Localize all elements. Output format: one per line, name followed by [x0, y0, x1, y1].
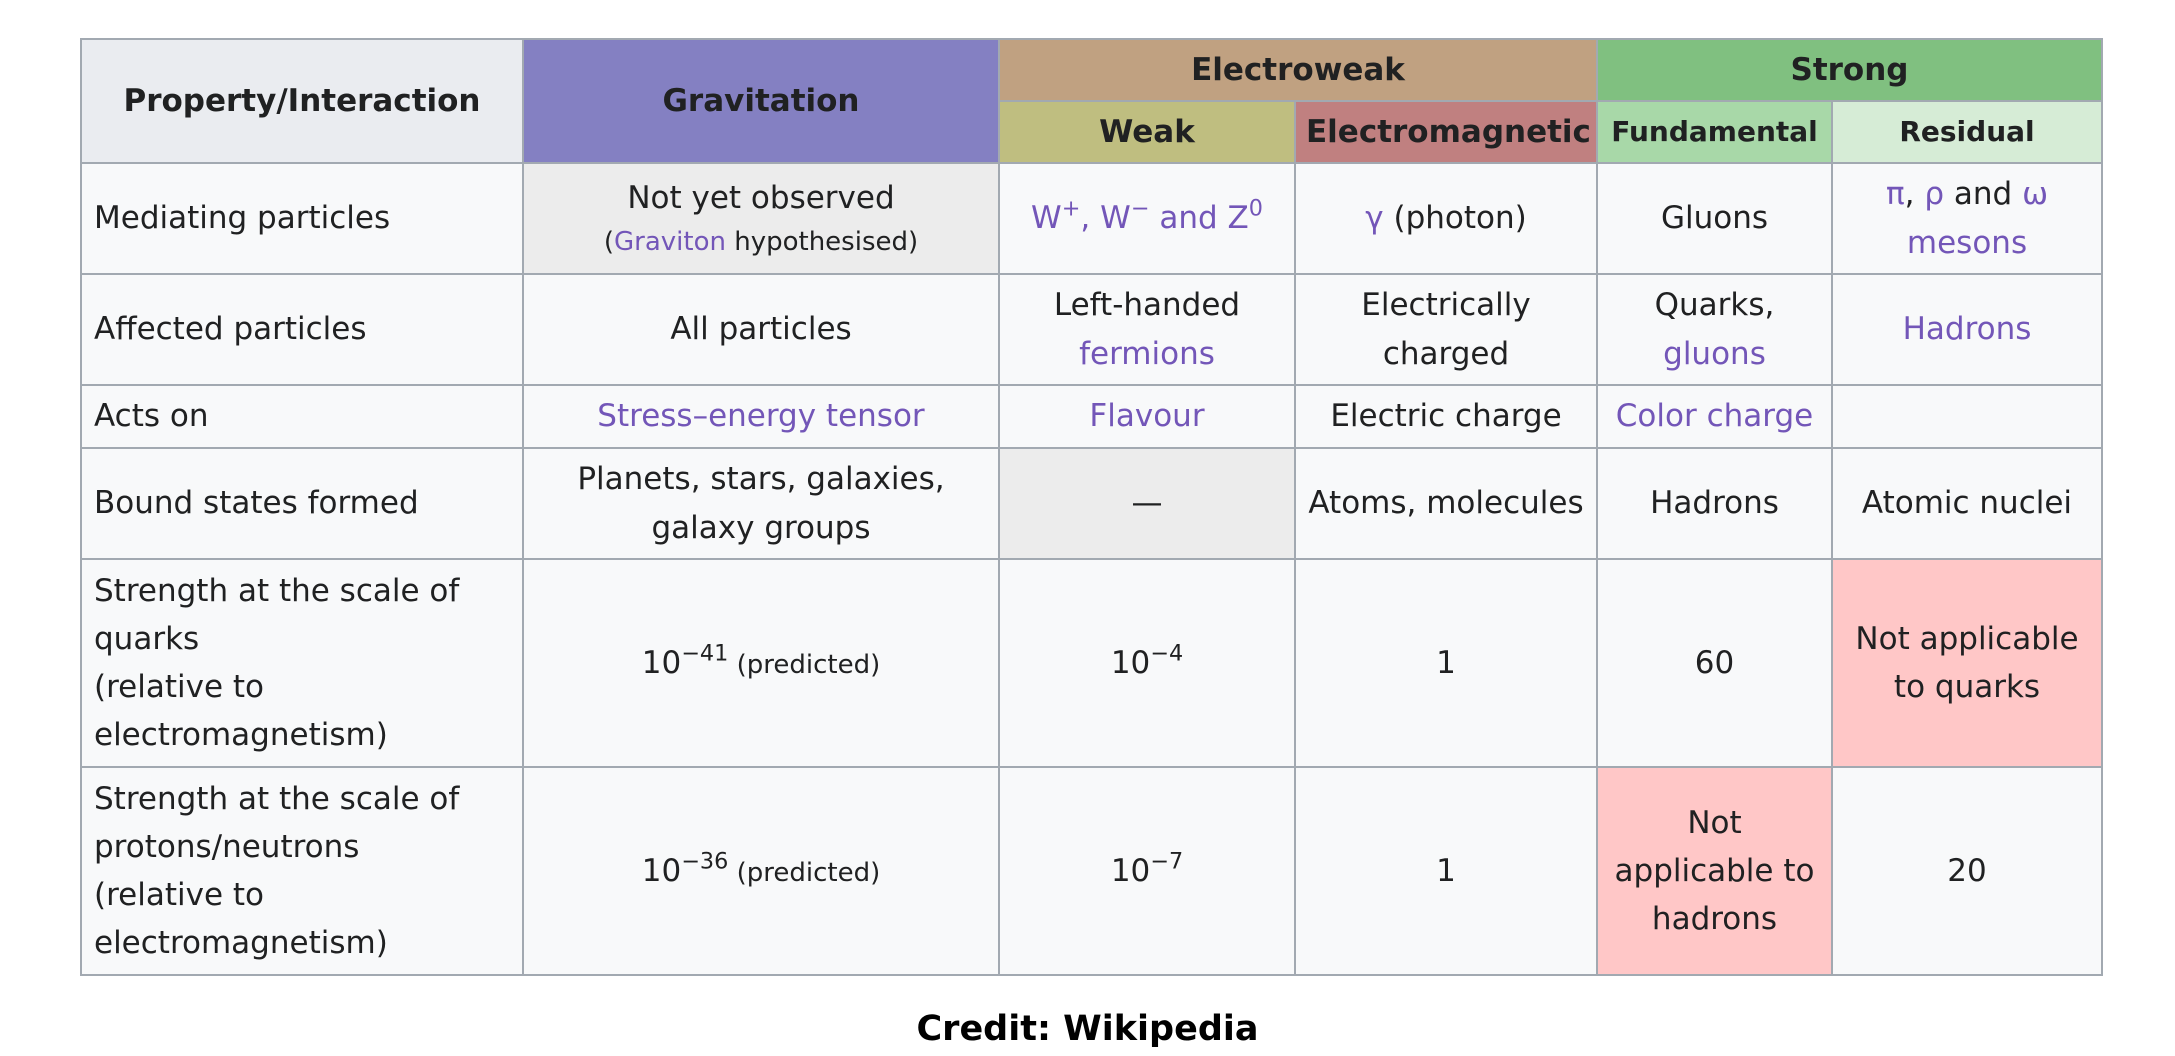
cell-fundamental: Quarks, gluons	[1596, 273, 1833, 386]
cell-weak: 10−7	[998, 766, 1296, 976]
row-affected-particles: Affected particles All particles Left-ha…	[80, 273, 2103, 386]
row-label: Strength at the scale of quarks (relativ…	[80, 558, 524, 768]
cell-fundamental: Not applicable to hadrons	[1596, 766, 1833, 976]
pion-link[interactable]: π	[1885, 176, 1905, 213]
separator: ,	[1904, 176, 1925, 213]
cell-residual: π, ρ and ω mesons	[1831, 162, 2103, 275]
paren-open: (	[603, 227, 614, 258]
w-symbol: W	[1100, 200, 1131, 237]
cell-fundamental: Color charge	[1596, 384, 1833, 449]
cell-weak: Flavour	[998, 384, 1296, 449]
mesons-link[interactable]: mesons	[1906, 224, 2028, 261]
header-property: Property/Interaction	[80, 38, 524, 164]
cell-fundamental: 60	[1596, 558, 1833, 768]
header-strong: Strong	[1596, 38, 2103, 102]
cell-note: (Graviton hypothesised)	[534, 222, 988, 262]
flavour-link[interactable]: Flavour	[1089, 398, 1205, 435]
cell-weak: —	[998, 447, 1296, 560]
header-row-2: Weak Electromagnetic Fundamental Residua…	[81, 100, 2103, 164]
cell-main-text: Not yet observed	[627, 180, 895, 217]
and-text: and	[1944, 176, 2023, 213]
cell-residual	[1831, 384, 2103, 449]
value-exponent: −41	[681, 640, 729, 667]
cell-weak: W+, W− and Z0	[998, 162, 1296, 275]
cell-residual: Not applicable to quarks	[1831, 558, 2103, 768]
row-acts-on: Acts on Stress–energy tensor Flavour Ele…	[80, 384, 2103, 449]
header-gravitation: Gravitation	[522, 38, 1000, 164]
row-label-main: Strength at the scale of protons/neutron…	[94, 780, 460, 865]
cell-weak: 10−4	[998, 558, 1296, 768]
header-weak: Weak	[998, 100, 1296, 164]
w-plus-link[interactable]: W+, W− and Z0	[1031, 198, 1263, 237]
header-electroweak: Electroweak	[998, 38, 1598, 102]
credit-caption: Credit: Wikipedia	[916, 1009, 1259, 1049]
value-exponent: −4	[1150, 640, 1184, 667]
row-strength-quarks: Strength at the scale of quarks (relativ…	[80, 558, 2103, 768]
cell-weak: Left-handed fermions	[998, 273, 1296, 386]
separator: ,	[1080, 200, 1101, 237]
cell-electromagnetic: γ (photon)	[1294, 162, 1598, 275]
z-symbol: Z	[1227, 200, 1249, 237]
cell-electromagnetic: Atoms, molecules	[1294, 447, 1598, 560]
fermions-link[interactable]: fermions	[1079, 335, 1215, 372]
row-label-note: (relative to electromagnetism)	[94, 669, 388, 754]
cell-electromagnetic: Electric charge	[1294, 384, 1598, 449]
cell-gravitation: Stress–energy tensor	[522, 384, 1000, 449]
cell-text: Left-handed	[1053, 287, 1241, 324]
value-base: 10	[641, 852, 682, 889]
cell-gravitation: Planets, stars, galaxies, galaxy groups	[522, 447, 1000, 560]
cell-gravitation: 10−41 (predicted)	[522, 558, 1000, 768]
value-base: 10	[1110, 644, 1151, 681]
cell-text: Quarks,	[1654, 287, 1775, 324]
row-strength-nucleons: Strength at the scale of protons/neutron…	[80, 766, 2103, 976]
graviton-link[interactable]: Graviton	[614, 227, 726, 258]
and-text: and	[1149, 200, 1228, 237]
interactions-table-container: Property/Interaction Gravitation Electro…	[80, 38, 2103, 976]
row-mediating-particles: Mediating particles Not yet observed (Gr…	[80, 162, 2103, 275]
cell-residual: Hadrons	[1831, 273, 2103, 386]
color-charge-link[interactable]: Color charge	[1615, 398, 1814, 435]
row-label: Mediating particles	[80, 162, 524, 275]
zero-superscript: 0	[1248, 196, 1263, 223]
value-exponent: −7	[1150, 848, 1184, 875]
row-label-main: Strength at the scale of quarks	[94, 572, 460, 657]
fundamental-interactions-table: Property/Interaction Gravitation Electro…	[80, 38, 2103, 976]
value-exponent: −36	[681, 848, 729, 875]
cell-electromagnetic: Electrically charged	[1294, 273, 1598, 386]
plus-superscript: +	[1061, 196, 1081, 223]
row-bound-states: Bound states formed Planets, stars, gala…	[80, 447, 2103, 560]
value-base: 10	[641, 644, 682, 681]
gluons-link[interactable]: gluons	[1663, 335, 1766, 372]
header-electromagnetic: Electromagnetic	[1294, 100, 1598, 164]
value-base: 10	[1110, 852, 1151, 889]
cell-gravitation: Not yet observed (Graviton hypothesised)	[522, 162, 1000, 275]
hadrons-link[interactable]: Hadrons	[1902, 311, 2032, 348]
row-label: Affected particles	[80, 273, 524, 386]
cell-gravitation: 10−36 (predicted)	[522, 766, 1000, 976]
value-note: (predicted)	[728, 857, 881, 888]
rho-link[interactable]: ρ	[1924, 176, 1945, 213]
stress-energy-tensor-link[interactable]: Stress–energy tensor	[597, 398, 925, 435]
cell-electromagnetic: 1	[1294, 558, 1598, 768]
cell-residual: Atomic nuclei	[1831, 447, 2103, 560]
row-label-note: (relative to electromagnetism)	[94, 877, 388, 962]
value-note: (predicted)	[728, 649, 881, 680]
header-fundamental: Fundamental	[1596, 100, 1833, 164]
cell-fundamental: Hadrons	[1596, 447, 1833, 560]
row-label: Bound states formed	[80, 447, 524, 560]
w-symbol: W	[1031, 200, 1062, 237]
row-label: Strength at the scale of protons/neutron…	[80, 766, 524, 976]
photon-link[interactable]: γ	[1365, 200, 1384, 237]
header-row-1: Property/Interaction Gravitation Electro…	[80, 38, 2103, 164]
omega-link[interactable]: ω	[2022, 176, 2049, 213]
note-text: hypothesised)	[725, 227, 919, 258]
row-label: Acts on	[80, 384, 524, 449]
minus-superscript: −	[1130, 196, 1150, 223]
photon-text: (photon)	[1383, 200, 1527, 237]
cell-electromagnetic: 1	[1294, 766, 1598, 976]
cell-residual: 20	[1831, 766, 2103, 976]
cell-gravitation: All particles	[522, 273, 1000, 386]
header-residual: Residual	[1831, 100, 2103, 164]
cell-fundamental: Gluons	[1596, 162, 1833, 275]
